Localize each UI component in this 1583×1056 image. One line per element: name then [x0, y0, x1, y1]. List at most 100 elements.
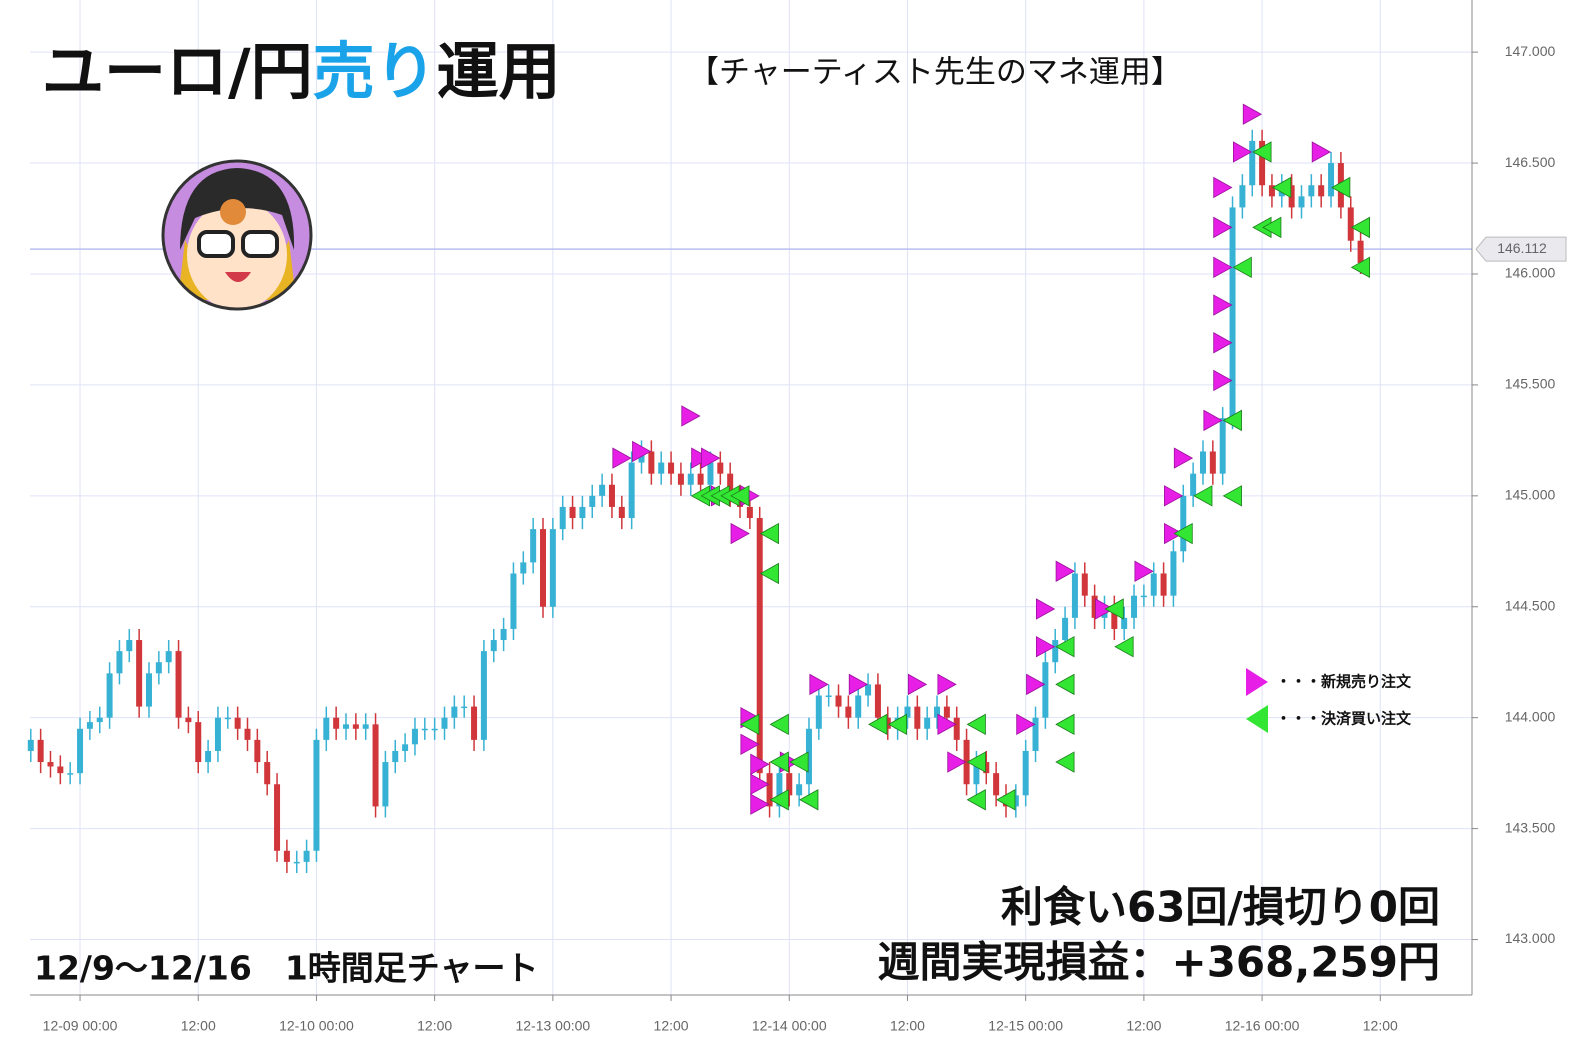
order-marker [730, 522, 750, 545]
order-marker [750, 793, 770, 815]
order-marker [848, 673, 869, 696]
legend-label: ・・・新規売り注文 [1276, 673, 1412, 691]
candle-body [402, 744, 409, 751]
candle-body [205, 750, 212, 763]
order-marker [1222, 409, 1242, 432]
order-marker [1252, 141, 1272, 163]
candle-body [500, 628, 507, 641]
order-marker [612, 447, 632, 469]
y-tick-label: 145.500 [1505, 376, 1556, 392]
candle-body [1259, 140, 1266, 186]
candle-body [411, 728, 418, 745]
order-marker [1164, 522, 1184, 545]
order-marker [1213, 369, 1233, 392]
order-marker [1104, 598, 1124, 620]
y-tick-label: 143.500 [1505, 819, 1556, 835]
candle-body [392, 750, 399, 763]
candle-body [796, 784, 803, 796]
order-marker [1350, 256, 1370, 279]
order-marker [937, 713, 957, 736]
candle-body [303, 850, 310, 862]
title-part: 売り [313, 35, 437, 108]
candle-body [313, 739, 320, 851]
candle-body [1209, 451, 1216, 474]
order-marker [769, 751, 789, 773]
order-marker [966, 713, 986, 736]
candle-body [648, 451, 655, 474]
x-tick-label: 12-10 00:00 [279, 1018, 354, 1034]
order-marker [937, 673, 957, 696]
candle-body [1012, 795, 1019, 807]
order-marker [809, 673, 829, 696]
candle-body [618, 506, 625, 519]
order-marker [1331, 176, 1351, 199]
candle-body [471, 706, 478, 740]
x-tick-label: 12:00 [181, 1018, 216, 1034]
order-marker [681, 405, 701, 427]
order-marker [907, 673, 928, 696]
y-tick-label: 143.000 [1505, 930, 1556, 946]
price-label: 146.112 [1497, 240, 1547, 256]
candle-body [1071, 573, 1078, 618]
candle-body [914, 706, 921, 729]
candle-body [737, 495, 744, 507]
candle-body [924, 717, 931, 729]
order-marker [750, 753, 770, 775]
candle-body [155, 662, 162, 674]
candle-body [1180, 495, 1187, 552]
candle-body [1062, 617, 1069, 641]
candle-body [687, 473, 694, 485]
avatar-hair [180, 168, 295, 250]
legend-marker [1246, 705, 1268, 733]
order-marker [1173, 447, 1194, 469]
order-marker [966, 789, 986, 811]
candle-body [244, 728, 251, 740]
candle-body [145, 673, 152, 707]
candle-body [362, 724, 369, 729]
candle-body [116, 651, 123, 674]
candle-body [1357, 240, 1364, 263]
legend-label: ・・・決済買い注文 [1276, 710, 1412, 728]
candle-body [1199, 451, 1206, 474]
candle-body [1121, 617, 1128, 629]
candle-body [658, 462, 665, 474]
candle-body [343, 724, 350, 729]
order-marker [759, 562, 779, 585]
order-marker [691, 447, 711, 469]
candle-body [1219, 418, 1226, 474]
order-marker [1173, 522, 1193, 545]
candle-body [165, 651, 172, 663]
candle-body [1091, 595, 1098, 618]
order-marker [1134, 560, 1154, 582]
order-marker [966, 751, 986, 773]
candle-body [1042, 662, 1049, 718]
order-marker [789, 751, 809, 773]
order-marker [1350, 216, 1370, 239]
order-marker [1055, 636, 1075, 658]
order-marker [1213, 176, 1233, 199]
candle-body [520, 562, 527, 574]
candle-body [746, 506, 753, 519]
candle-body [579, 506, 586, 519]
candle-body [1268, 185, 1275, 197]
candle-body [352, 724, 359, 729]
caption: 12/9〜12/16 1時間足チャート [34, 949, 538, 988]
candle-body [1022, 750, 1029, 796]
candle-body [1150, 573, 1157, 596]
y-tick-label: 146.000 [1505, 265, 1556, 281]
candle-body [717, 462, 724, 474]
order-marker [1232, 141, 1253, 163]
order-marker [1213, 256, 1233, 279]
price-tag [1475, 236, 1567, 262]
candle-body [77, 728, 84, 774]
y-tick-label: 144.000 [1505, 708, 1556, 724]
candle-body [540, 529, 547, 607]
order-marker [1055, 713, 1075, 736]
order-marker [1016, 713, 1036, 736]
order-marker [887, 713, 908, 736]
order-marker [1203, 409, 1223, 432]
avatar-mascot [220, 199, 246, 225]
order-marker [947, 751, 967, 773]
candle-body [855, 695, 862, 718]
candle-body [1160, 573, 1167, 596]
